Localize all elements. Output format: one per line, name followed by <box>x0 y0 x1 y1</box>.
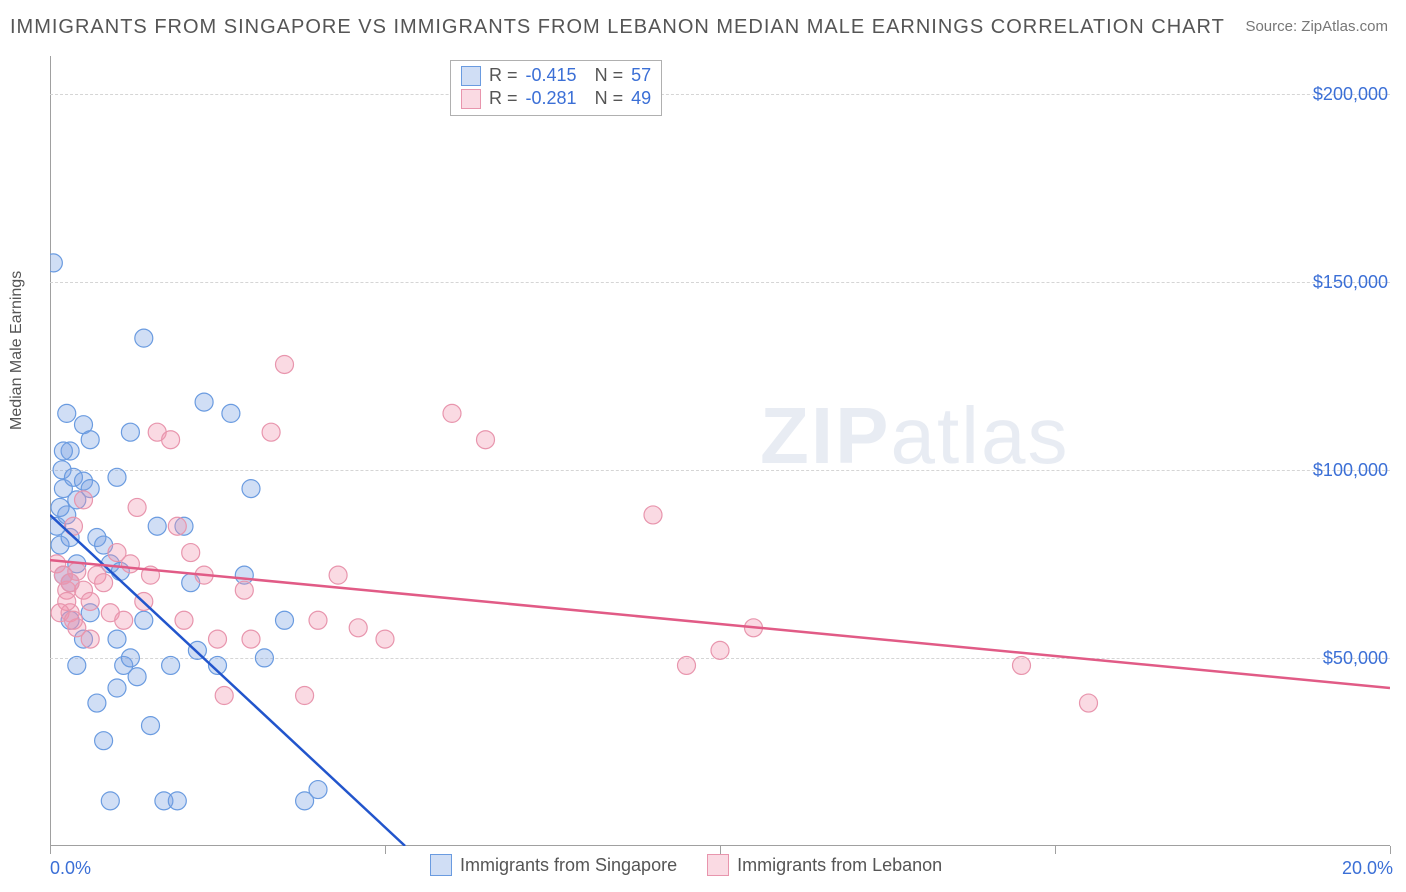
n-value-singapore: 57 <box>631 65 651 86</box>
x-tick-label: 0.0% <box>50 858 91 879</box>
legend-swatch-singapore <box>430 854 452 876</box>
legend-label-lebanon: Immigrants from Lebanon <box>737 855 942 876</box>
legend-label-singapore: Immigrants from Singapore <box>460 855 677 876</box>
legend-swatch-lebanon <box>707 854 729 876</box>
source-attribution: Source: ZipAtlas.com <box>1245 18 1388 35</box>
scatter-plot <box>50 56 1390 846</box>
x-tick <box>385 846 386 854</box>
x-tick <box>50 846 51 854</box>
chart-title: IMMIGRANTS FROM SINGAPORE VS IMMIGRANTS … <box>10 16 1225 39</box>
y-axis-label: Median Male Earnings <box>8 271 26 430</box>
series-legend: Immigrants from Singapore Immigrants fro… <box>430 854 942 876</box>
r-value-lebanon: -0.281 <box>526 88 577 109</box>
x-tick <box>720 846 721 854</box>
x-tick <box>1390 846 1391 854</box>
n-value-lebanon: 49 <box>631 88 651 109</box>
swatch-singapore <box>461 66 481 86</box>
correlation-row-singapore: R = -0.415 N = 57 <box>461 65 651 86</box>
correlation-legend: R = -0.415 N = 57 R = -0.281 N = 49 <box>450 60 662 116</box>
swatch-lebanon <box>461 89 481 109</box>
x-tick-label: 20.0% <box>1342 858 1393 879</box>
r-label: R = <box>489 65 518 86</box>
x-tick <box>1055 846 1056 854</box>
n-label: N = <box>595 65 624 86</box>
n-label: N = <box>595 88 624 109</box>
legend-item-lebanon: Immigrants from Lebanon <box>707 854 942 876</box>
r-label: R = <box>489 88 518 109</box>
legend-item-singapore: Immigrants from Singapore <box>430 854 677 876</box>
r-value-singapore: -0.415 <box>526 65 577 86</box>
correlation-row-lebanon: R = -0.281 N = 49 <box>461 88 651 109</box>
